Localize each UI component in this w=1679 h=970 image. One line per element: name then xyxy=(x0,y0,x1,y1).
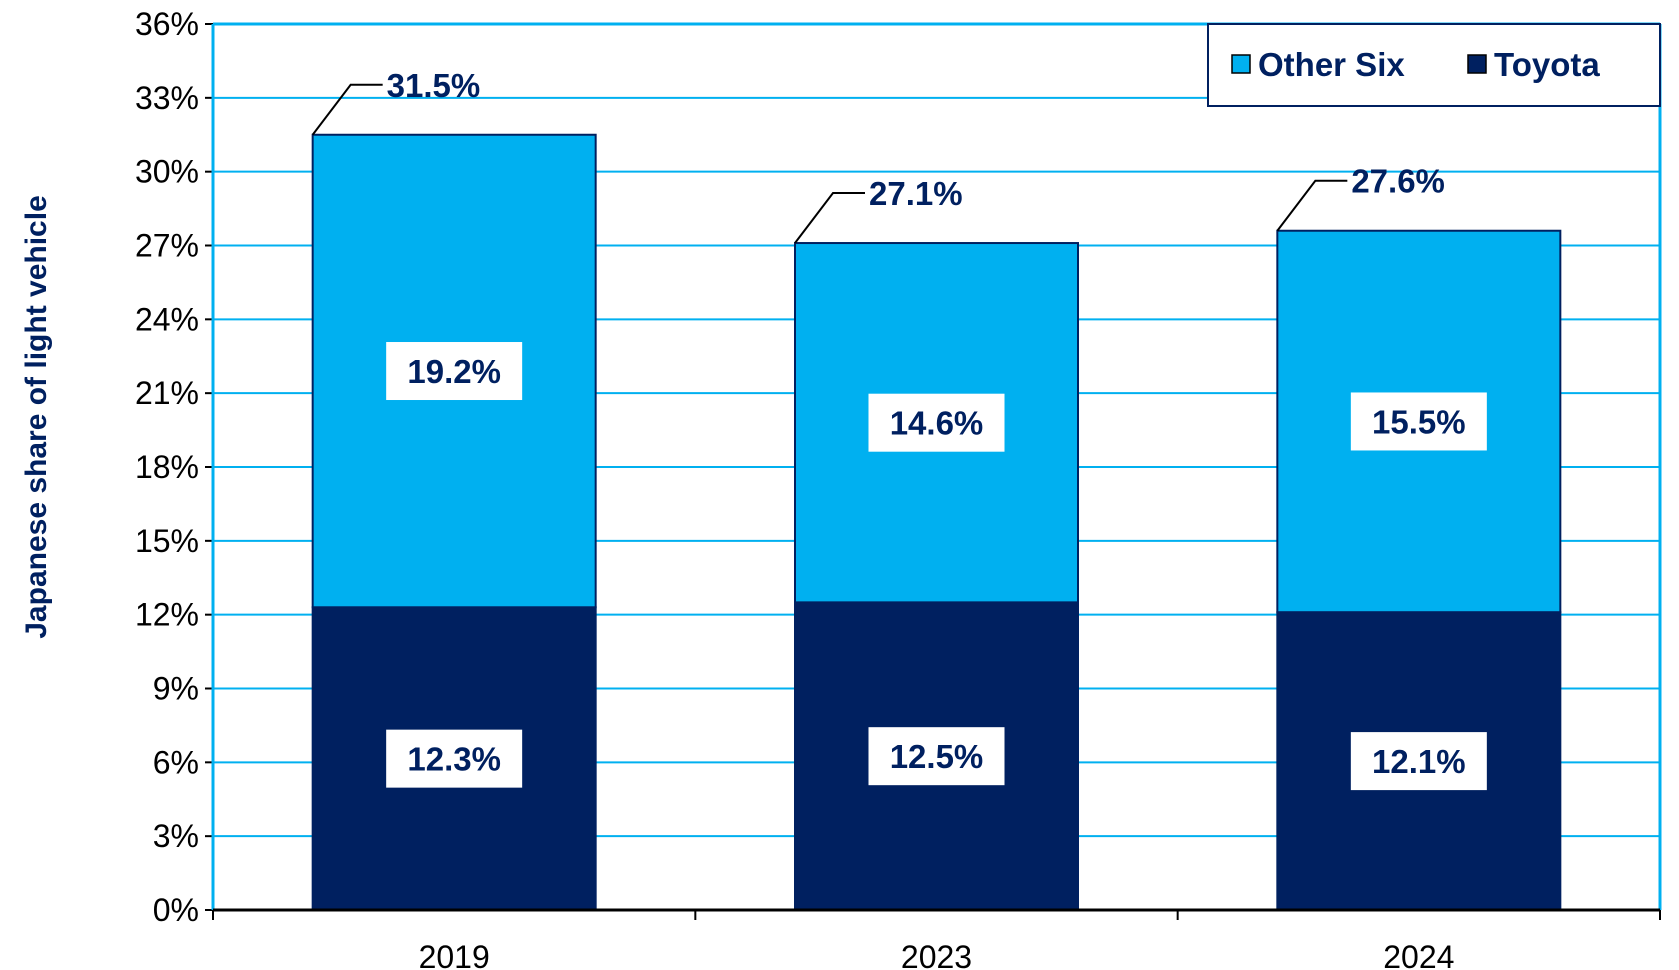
y-tick-label: 9% xyxy=(153,671,199,707)
segment-label-box xyxy=(868,393,1005,452)
total-leader-line xyxy=(311,83,383,136)
total-label: 27.6% xyxy=(1351,163,1445,200)
legend: Other Six Toyota xyxy=(1207,23,1661,107)
y-tick-label: 0% xyxy=(153,892,199,928)
legend-swatch xyxy=(1231,54,1251,74)
segment-label-box xyxy=(1350,392,1487,451)
y-axis-title: Japanese share of light vehicle xyxy=(20,195,53,639)
segment-label: 19.2% xyxy=(407,353,501,390)
y-tick-label: 27% xyxy=(135,228,199,264)
legend-box xyxy=(1207,23,1661,107)
y-tick-label: 30% xyxy=(135,154,199,190)
segment-label: 14.6% xyxy=(890,405,984,442)
x-category-label: 2023 xyxy=(901,939,972,970)
segment-label: 12.3% xyxy=(407,741,501,778)
y-tick-label: 24% xyxy=(135,301,199,337)
legend-label: Toyota xyxy=(1494,46,1600,83)
data-labels: 12.3% 19.2% 31.5% 12.5% 14.6% 27.1% 12.1% 15.5%… xyxy=(311,67,1487,791)
x-category-label: 2024 xyxy=(1383,939,1454,970)
y-tick-label: 21% xyxy=(135,375,199,411)
segment-label-box xyxy=(1350,732,1487,791)
y-tick-label: 6% xyxy=(153,744,199,780)
total-leader-line xyxy=(1276,179,1348,232)
total-leader-line xyxy=(794,192,865,244)
y-tick-label: 3% xyxy=(153,818,199,854)
y-tick-label: 15% xyxy=(135,523,199,559)
segment-label-box xyxy=(386,342,523,401)
total-label: 27.1% xyxy=(869,175,963,212)
segment-label: 15.5% xyxy=(1372,403,1466,440)
segment-label: 12.5% xyxy=(890,738,984,775)
segment-label: 12.1% xyxy=(1372,743,1466,780)
total-label: 31.5% xyxy=(387,67,481,104)
y-tick-label: 12% xyxy=(135,597,199,633)
y-tick-label: 18% xyxy=(135,449,199,485)
segment-label-box xyxy=(386,729,523,788)
y-tick-label: 36% xyxy=(135,6,199,42)
segment-label-box xyxy=(868,727,1005,786)
x-category-label: 2019 xyxy=(419,939,490,970)
y-tick-label: 33% xyxy=(135,80,199,116)
bars xyxy=(311,133,1562,911)
legend-swatch xyxy=(1467,54,1487,74)
legend-label: Other Six xyxy=(1258,46,1405,83)
